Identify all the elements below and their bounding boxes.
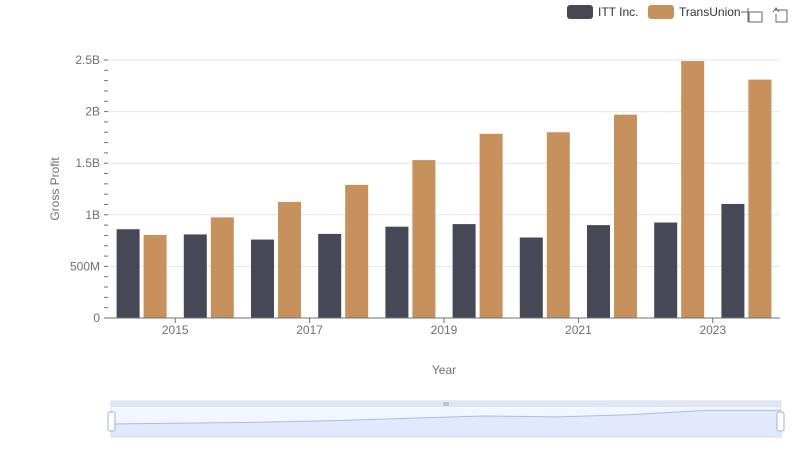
y-tick-label: 2.5B xyxy=(75,53,100,67)
bar-itt-inc-2017[interactable] xyxy=(318,233,342,318)
x-tick-label: 2023 xyxy=(699,323,726,337)
bar-transunion-2015[interactable] xyxy=(210,217,234,318)
bar-itt-inc-2021[interactable] xyxy=(587,225,610,318)
bar-itt-inc-2019[interactable] xyxy=(452,224,476,318)
bar-transunion-2018[interactable] xyxy=(412,160,436,318)
data-zoom-selection xyxy=(111,407,781,437)
bar-transunion-2022[interactable] xyxy=(681,61,705,318)
bar-itt-inc-2018[interactable] xyxy=(385,226,409,318)
bar-transunion-2019[interactable] xyxy=(479,133,503,318)
bar-itt-inc-2020[interactable] xyxy=(519,237,543,318)
legend-item-itt[interactable]: ITT Inc. xyxy=(567,5,638,19)
x-axis-title: Year xyxy=(432,363,456,377)
bar-transunion-2023[interactable] xyxy=(748,79,772,318)
bar-itt-inc-2014[interactable] xyxy=(116,229,140,318)
legend-label-itt: ITT Inc. xyxy=(598,5,638,19)
legend: ITT Inc. TransUnion xyxy=(567,5,741,19)
y-axis-ticks: 0 500M 1B 1.5B 2B 2.5B xyxy=(70,53,108,325)
y-tick-label: 1B xyxy=(85,208,100,222)
y-axis-title: Gross Profit xyxy=(48,157,62,221)
x-tick-label: 2021 xyxy=(565,323,592,337)
restore-icon[interactable] xyxy=(772,7,788,23)
x-tick-label: 2015 xyxy=(162,323,189,337)
legend-swatch-itt xyxy=(567,5,593,19)
y-tick-label: 0 xyxy=(93,311,100,325)
bar-itt-inc-2022[interactable] xyxy=(654,222,678,318)
bars xyxy=(116,61,772,318)
bar-itt-inc-2016[interactable] xyxy=(251,239,274,318)
bar-itt-inc-2015[interactable] xyxy=(183,234,207,318)
bar-itt-inc-2023[interactable] xyxy=(721,203,745,318)
legend-item-transunion[interactable]: TransUnion xyxy=(648,5,741,19)
bar-transunion-2020[interactable] xyxy=(546,132,570,318)
y-tick-label: 2B xyxy=(85,105,100,119)
bar-transunion-2021[interactable] xyxy=(614,114,637,318)
x-tick-label: 2019 xyxy=(431,323,458,337)
data-zoom-handle-right[interactable] xyxy=(776,411,785,432)
data-zoom-center-grip xyxy=(443,402,449,406)
legend-label-transunion: TransUnion xyxy=(679,5,741,19)
bar-transunion-2017[interactable] xyxy=(345,184,369,318)
y-tick-label: 1.5B xyxy=(75,156,100,170)
data-zoom-preview-area xyxy=(111,410,781,437)
legend-swatch-transunion xyxy=(648,5,674,19)
bar-transunion-2016[interactable] xyxy=(278,201,301,318)
x-tick-label: 2017 xyxy=(296,323,323,337)
grid-lines xyxy=(108,59,780,267)
x-axis-ticks: 2015 2017 2019 2021 2023 xyxy=(162,318,726,337)
y-tick-label: 500M xyxy=(70,259,100,273)
zoom-icon[interactable] xyxy=(741,8,763,23)
data-zoom-slider[interactable] xyxy=(107,400,785,438)
bar-transunion-2014[interactable] xyxy=(143,234,167,318)
data-zoom-handle-left[interactable] xyxy=(107,411,116,432)
data-zoom-preview-line xyxy=(110,409,781,425)
